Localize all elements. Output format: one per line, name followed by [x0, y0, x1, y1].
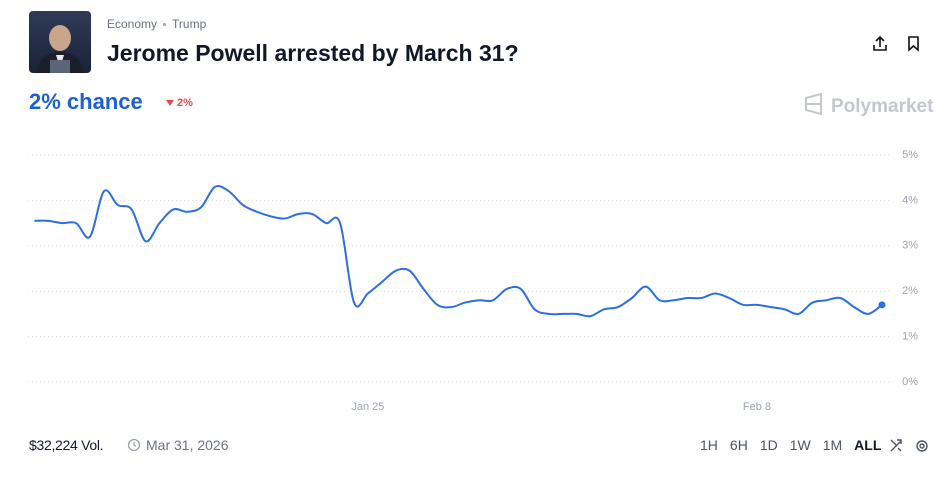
share-button[interactable]	[873, 35, 887, 51]
settings-button[interactable]	[916, 440, 928, 452]
range-buttons: 1H 6H 1D 1W 1M ALL	[700, 437, 881, 453]
x-tick-label: Feb 8	[743, 401, 771, 413]
market-photo	[29, 11, 91, 73]
range-button[interactable]: 1D	[759, 437, 778, 453]
y-tick-label: 4%	[902, 194, 918, 206]
range-button[interactable]: ALL	[854, 437, 882, 453]
chance: 2% chance	[29, 89, 143, 114]
change-value: 2%	[177, 97, 193, 109]
brand-logo	[805, 92, 822, 116]
range-button[interactable]: 1H	[700, 437, 718, 453]
y-tick-label: 5%	[902, 149, 918, 161]
compare-button[interactable]	[890, 439, 902, 452]
end-date: Mar 31, 2026	[146, 437, 229, 453]
tag[interactable]: Trump	[172, 17, 207, 31]
volume: $32,224 Vol.	[29, 437, 104, 453]
market-title[interactable]: Jerome Powell arrested by March 31?	[107, 40, 519, 66]
range-button[interactable]: 1M	[822, 437, 843, 453]
last-point	[878, 301, 886, 309]
y-tick-label: 3%	[902, 240, 918, 252]
down-arrow	[166, 100, 174, 106]
x-tick-label: Jan 25	[351, 401, 384, 413]
clock-icon	[127, 438, 141, 452]
price-line	[34, 184, 883, 318]
bookmark-button[interactable]	[908, 36, 919, 52]
range-button[interactable]: 1W	[789, 437, 811, 453]
range-button[interactable]: 6H	[729, 437, 748, 453]
tag[interactable]: Economy	[107, 17, 158, 31]
tags: Economy Trump	[107, 17, 206, 31]
separator	[163, 22, 167, 26]
change: 2%	[166, 97, 193, 109]
y-tick-label: 1%	[902, 331, 918, 343]
y-tick-label: 0%	[902, 376, 918, 388]
y-tick-label: 2%	[902, 285, 918, 297]
brand[interactable]: Polymarket	[831, 96, 934, 117]
